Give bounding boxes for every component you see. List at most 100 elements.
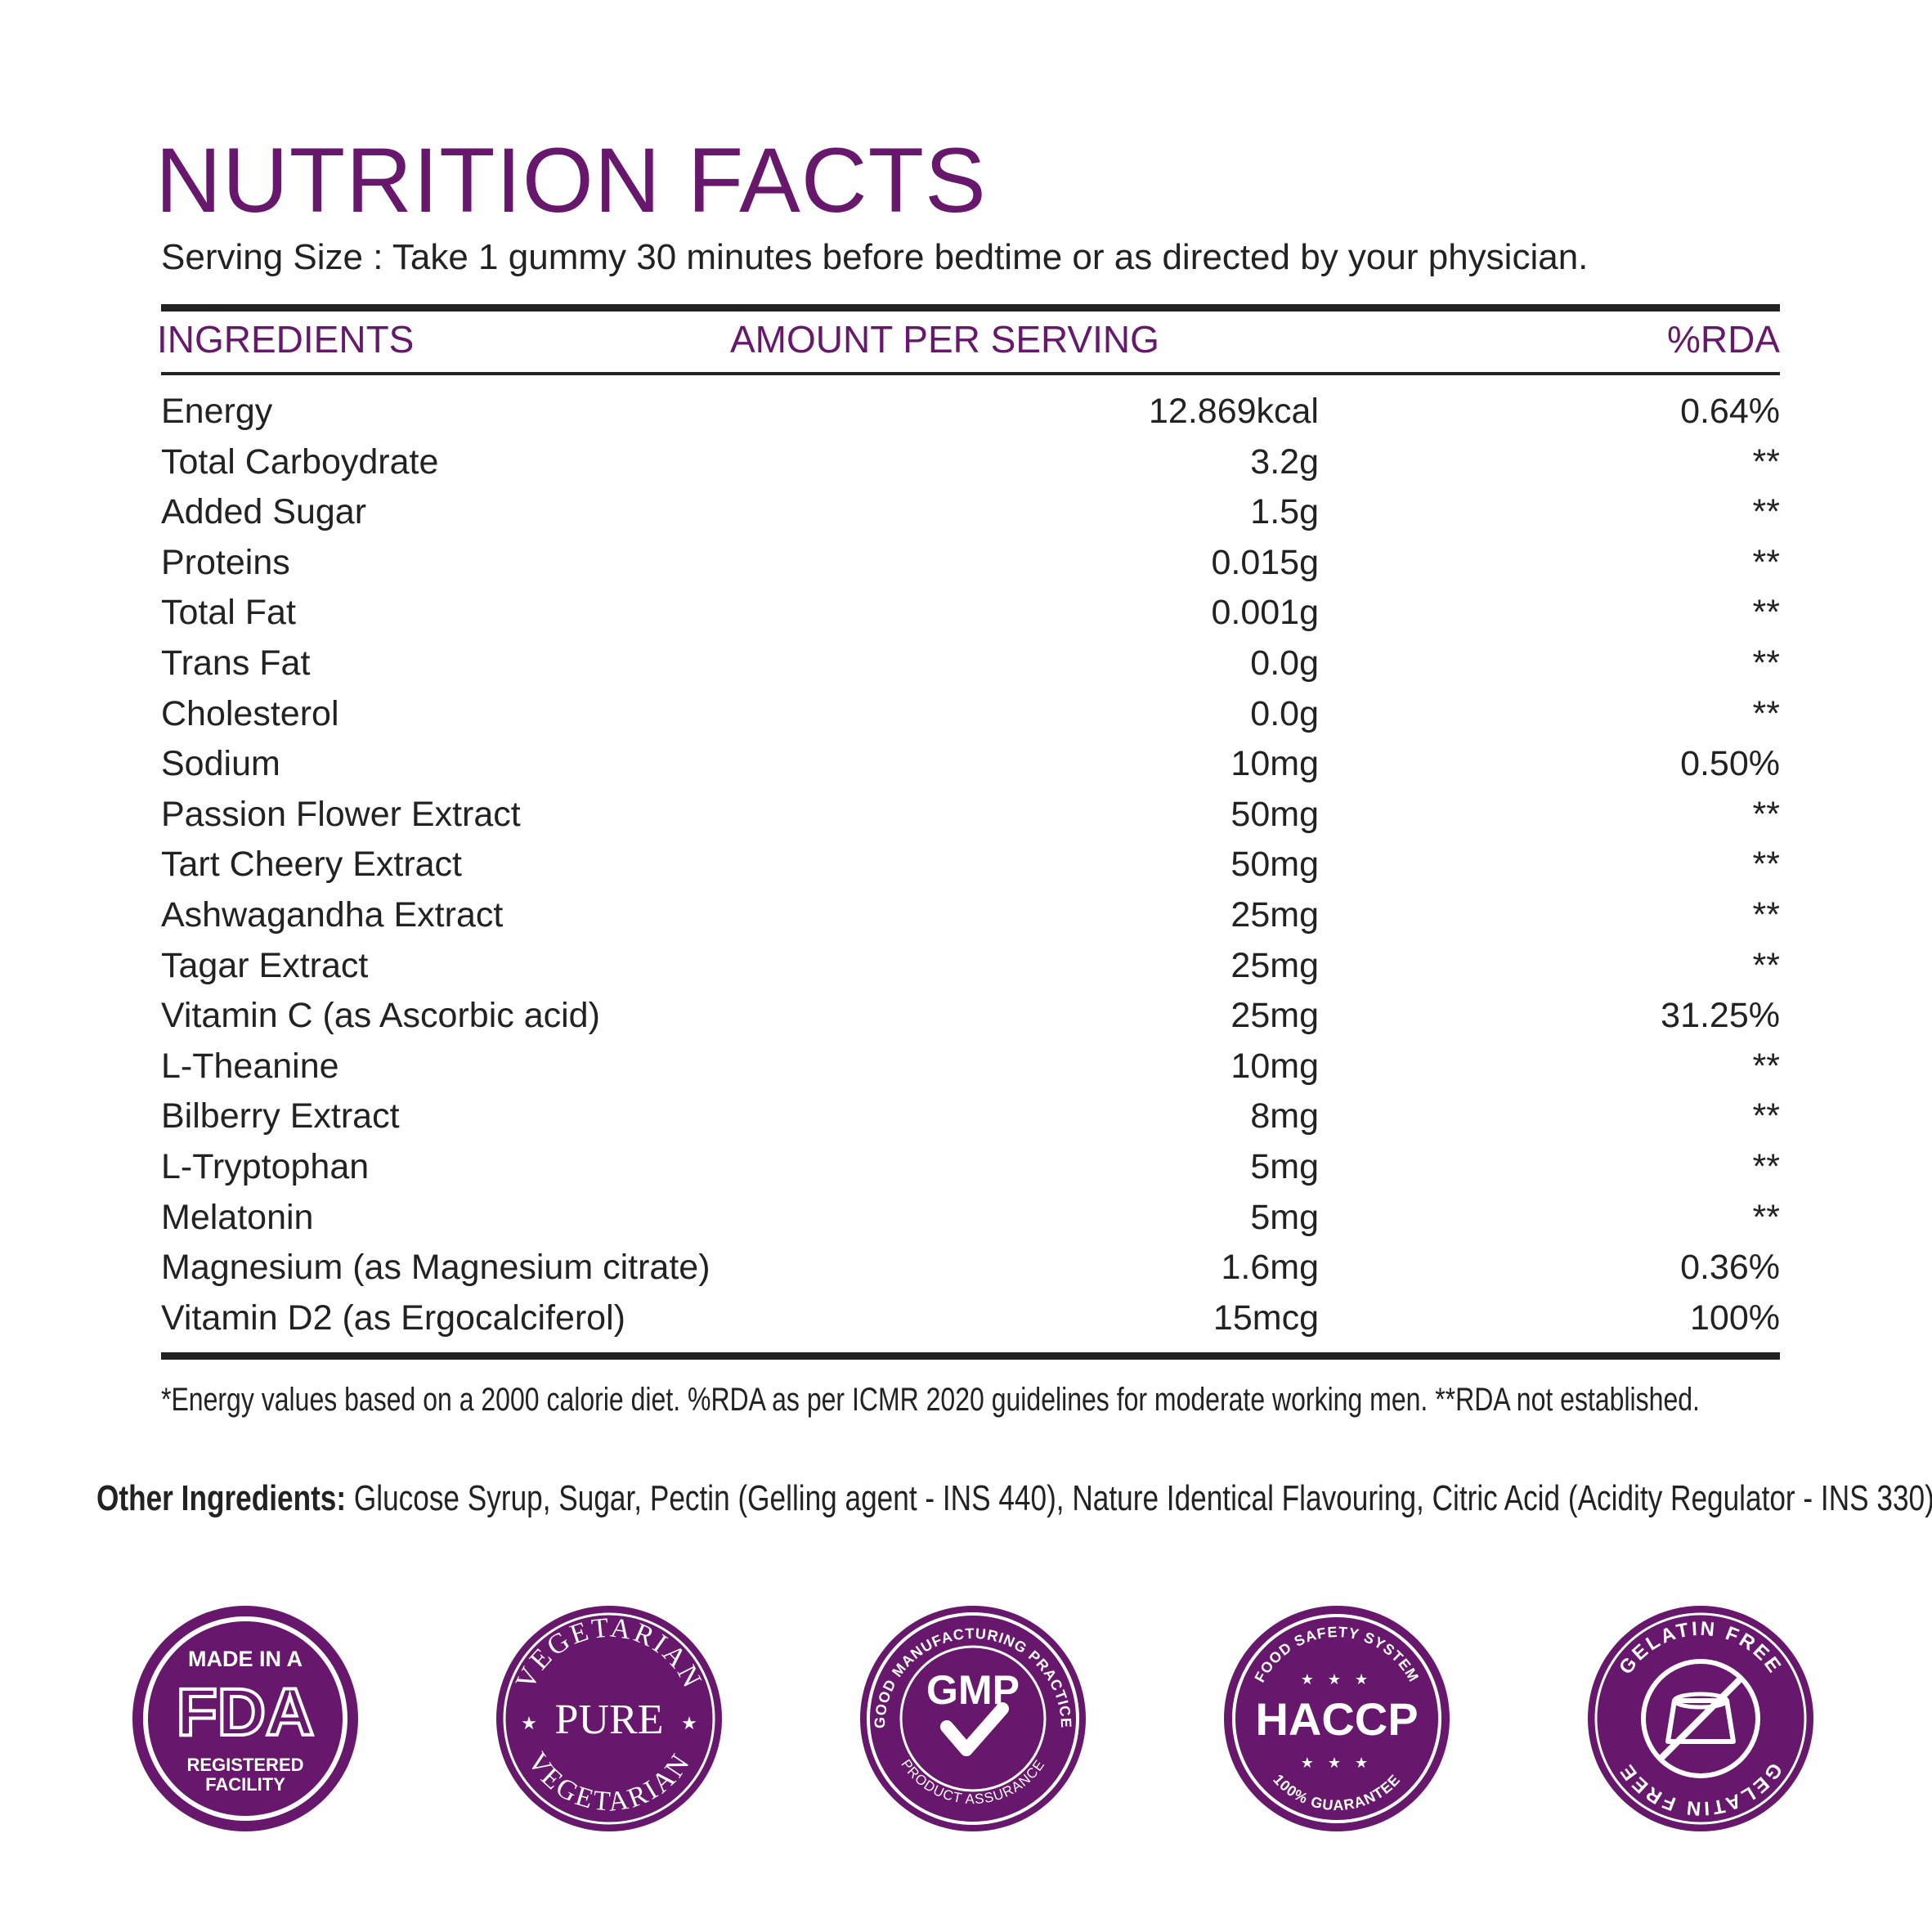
page-title: NUTRITION FACTS	[155, 129, 987, 231]
vegetarian-center-text: PURE	[555, 1697, 664, 1743]
ingredient-amount: 5mg	[1250, 1197, 1319, 1237]
haccp-center-text: HACCP	[1255, 1693, 1418, 1745]
ingredient-rda: **	[1752, 542, 1780, 582]
ingredient-amount: 0.0g	[1250, 643, 1319, 683]
ingredient-rda: **	[1752, 643, 1780, 683]
table-row: Ashwagandha Extract 25mg **	[161, 890, 1780, 941]
header-ingredients: INGREDIENTS	[157, 318, 415, 361]
ingredient-amount: 1.5g	[1250, 492, 1319, 532]
ingredient-name: Magnesium (as Magnesium citrate)	[161, 1248, 710, 1288]
table-row: Energy 12.869kcal 0.64%	[161, 387, 1780, 437]
ingredient-amount: 5mg	[1250, 1146, 1319, 1186]
ingredient-amount: 3.2g	[1250, 442, 1319, 482]
table-row: Bilberry Extract 8mg **	[161, 1092, 1780, 1142]
ingredient-rda: **	[1752, 492, 1780, 532]
table-row: Sodium 10mg 0.50%	[161, 739, 1780, 790]
ingredient-name: Cholesterol	[161, 693, 339, 733]
ingredient-amount: 10mg	[1230, 1046, 1319, 1086]
ingredient-name: Ashwagandha Extract	[161, 894, 504, 935]
ingredient-rda: **	[1752, 1096, 1780, 1136]
gmp-badge-icon: GOOD MANUFACTURING PRACTICE PRODUCT ASSU…	[860, 1606, 1086, 1831]
table-top-rule	[161, 304, 1780, 312]
ingredient-rda: **	[1752, 1046, 1780, 1086]
star-icon: ★	[521, 1713, 537, 1733]
fda-bottom-text-1: REGISTERED	[186, 1755, 303, 1775]
other-ingredients: Other Ingredients: Glucose Syrup, Sugar,…	[96, 1478, 1932, 1519]
ingredient-amount: 0.0g	[1250, 693, 1319, 733]
stars-icon: ★ ★ ★	[1301, 1671, 1373, 1688]
ingredient-rda: **	[1752, 945, 1780, 985]
ingredient-name: Proteins	[161, 542, 290, 582]
ingredient-name: Melatonin	[161, 1197, 314, 1237]
table-row: Passion Flower Extract 50mg **	[161, 790, 1780, 840]
ingredient-name: Sodium	[161, 744, 280, 784]
table-row: Vitamin D2 (as Ergocalciferol) 15mcg 100%	[161, 1293, 1780, 1344]
table-header-rule	[161, 372, 1780, 375]
ingredient-rda: **	[1752, 845, 1780, 885]
prohibited-slash-icon	[1658, 1676, 1743, 1761]
header-rda: %RDA	[1666, 318, 1780, 361]
table-row: Total Carboydrate 3.2g **	[161, 437, 1780, 488]
ingredient-rda: **	[1752, 442, 1780, 482]
vegetarian-badge-icon: VEGETARIAN VEGETARIAN PURE ★ ★	[496, 1606, 722, 1831]
ingredient-amount: 15mcg	[1213, 1298, 1319, 1338]
ingredient-amount: 12.869kcal	[1149, 392, 1319, 431]
ingredient-name: Added Sugar	[161, 492, 367, 532]
ingredient-rda: **	[1752, 894, 1780, 935]
ingredient-amount: 1.6mg	[1221, 1248, 1319, 1288]
ingredient-name: Vitamin C (as Ascorbic acid)	[161, 996, 600, 1036]
haccp-badge-icon: FOOD SAFETY SYSTEM 100% GUARANTEE ★ ★ ★ …	[1224, 1606, 1450, 1831]
table-row: Cholesterol 0.0g **	[161, 689, 1780, 740]
table-row: Added Sugar 1.5g **	[161, 487, 1780, 538]
ingredient-rda: 0.64%	[1680, 392, 1780, 431]
fda-mark-text: FDA	[177, 1675, 315, 1750]
ingredient-amount: 8mg	[1250, 1096, 1319, 1136]
stars-icon: ★ ★ ★	[1301, 1755, 1373, 1771]
ingredient-rda: **	[1752, 1197, 1780, 1237]
ingredient-rda: **	[1752, 794, 1780, 834]
table-row: Magnesium (as Magnesium citrate) 1.6mg 0.3…	[161, 1243, 1780, 1293]
gelatin-free-badge-icon: GELATIN FREE GELATIN FREE	[1588, 1606, 1813, 1831]
ingredient-name: Trans Fat	[161, 643, 311, 683]
ingredient-rda: **	[1752, 693, 1780, 733]
ingredient-rda: **	[1752, 1146, 1780, 1186]
ingredient-name: Vitamin D2 (as Ergocalciferol)	[161, 1298, 625, 1338]
other-ingredients-text: Glucose Syrup, Sugar, Pectin (Gelling ag…	[346, 1478, 1932, 1518]
ingredient-amount: 10mg	[1230, 744, 1319, 784]
other-ingredients-label: Other Ingredients:	[96, 1478, 347, 1518]
ingredient-name: Passion Flower Extract	[161, 794, 521, 834]
table-row: Vitamin C (as Ascorbic acid) 25mg 31.25%	[161, 991, 1780, 1042]
ingredient-name: Tagar Extract	[161, 945, 369, 985]
ingredient-name: Tart Cheery Extract	[161, 845, 462, 885]
table-row: Total Fat 0.001g **	[161, 588, 1780, 639]
ingredient-rda: 0.36%	[1680, 1248, 1780, 1288]
star-icon: ★	[681, 1713, 697, 1733]
ingredient-amount: 50mg	[1230, 845, 1319, 885]
fda-badge-icon: MADE IN A FDA REGISTERED FACILITY	[132, 1606, 358, 1831]
table-row: Trans Fat 0.0g **	[161, 639, 1780, 689]
ingredient-name: Total Fat	[161, 593, 296, 633]
header-amount: AMOUNT PER SERVING	[730, 318, 1159, 361]
fda-top-text: MADE IN A	[188, 1647, 303, 1671]
ingredient-name: L-Tryptophan	[161, 1146, 370, 1186]
ingredient-amount: 0.015g	[1211, 542, 1319, 582]
ingredient-name: Energy	[161, 392, 273, 431]
ingredient-rda: **	[1752, 593, 1780, 633]
table-bottom-rule	[161, 1352, 1780, 1360]
ingredient-rda: 100%	[1690, 1298, 1780, 1338]
ingredient-name: L-Theanine	[161, 1046, 339, 1086]
footnote: *Energy values based on a 2000 calorie d…	[161, 1382, 1700, 1418]
ingredient-amount: 25mg	[1230, 894, 1319, 935]
nutrition-table-body: Energy 12.869kcal 0.64% Total Carboydrate 3…	[161, 387, 1780, 1343]
ingredient-name: Bilberry Extract	[161, 1096, 400, 1136]
ingredient-rda: 31.25%	[1661, 996, 1780, 1036]
fda-bottom-text-2: FACILITY	[205, 1774, 285, 1795]
ingredient-name: Total Carboydrate	[161, 442, 439, 482]
ingredient-rda: 0.50%	[1680, 744, 1780, 784]
ingredient-amount: 25mg	[1230, 945, 1319, 985]
table-row: Proteins 0.015g **	[161, 538, 1780, 589]
gelatin-icon	[1665, 1698, 1736, 1744]
table-row: Tagar Extract 25mg **	[161, 941, 1780, 992]
serving-size: Serving Size : Take 1 gummy 30 minutes b…	[161, 237, 1589, 277]
table-row: L-Theanine 10mg **	[161, 1042, 1780, 1092]
